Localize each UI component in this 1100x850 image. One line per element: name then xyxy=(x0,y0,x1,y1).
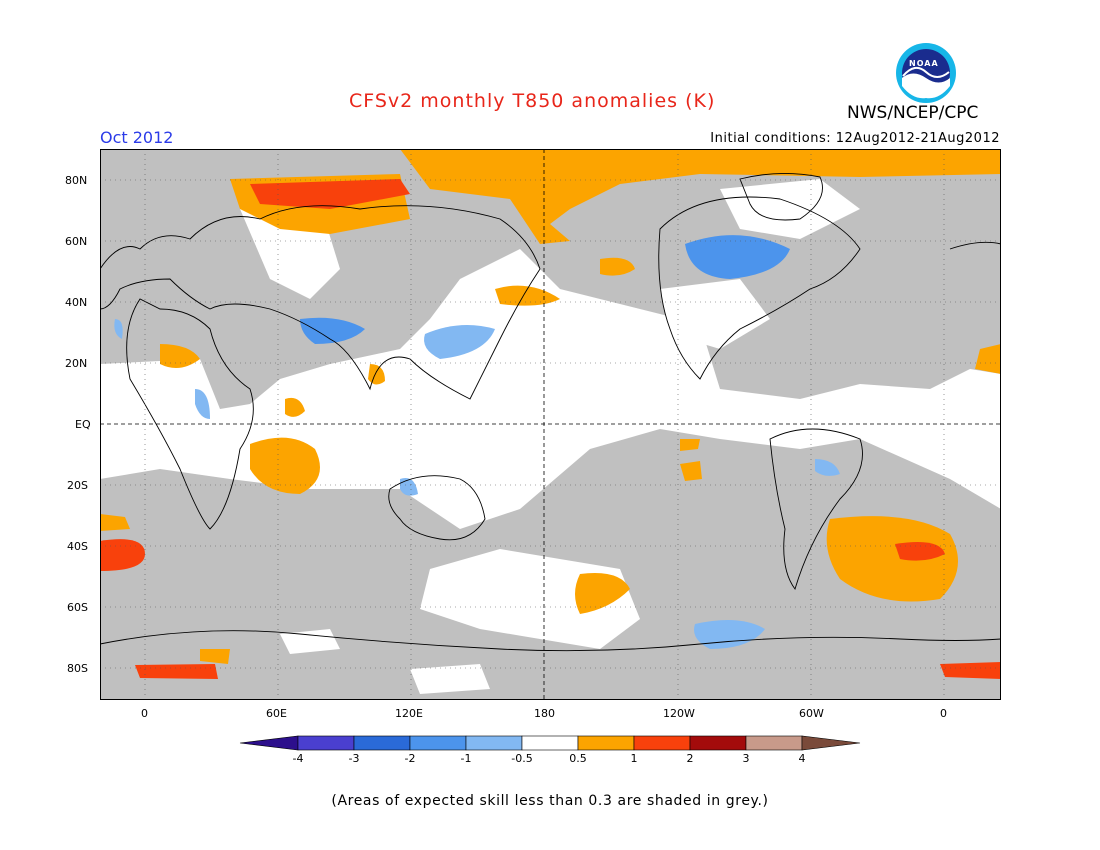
colorbar-segment xyxy=(633,735,691,751)
lon-label: 0 xyxy=(940,707,947,720)
colorbar-tick-label: -3 xyxy=(348,752,360,765)
forecast-month: Oct 2012 xyxy=(100,128,174,147)
anomaly-map xyxy=(100,149,1001,700)
lat-label: 40S xyxy=(67,540,88,553)
chart-title: CFSv2 monthly T850 anomalies (K) xyxy=(349,90,716,112)
weak-cool-anomaly xyxy=(114,319,840,649)
noaa-logo-icon xyxy=(896,43,956,103)
lon-label: 180 xyxy=(534,707,555,720)
lat-label: 40N xyxy=(65,296,88,309)
colorbar-tick-label: 1 xyxy=(630,752,638,765)
colorbar-tick-label: 2 xyxy=(686,752,694,765)
lat-label: 60S xyxy=(67,601,88,614)
colorbar-tick-label: -2 xyxy=(404,752,416,765)
lat-label: EQ xyxy=(75,418,91,431)
initial-conditions: Initial conditions: 12Aug2012-21Aug2012 xyxy=(710,131,1000,146)
colorbar-segment xyxy=(353,735,411,751)
colorbar-extend-low xyxy=(239,735,299,751)
colorbar-segment xyxy=(297,735,355,751)
colorbar-segment xyxy=(409,735,467,751)
lon-label: 120W xyxy=(663,707,695,720)
colorbar-tick-label: -4 xyxy=(292,752,304,765)
colorbar-tick-label: -1 xyxy=(460,752,472,765)
lon-label: 60W xyxy=(799,707,824,720)
lon-label: 120E xyxy=(395,707,423,720)
cool-anomaly xyxy=(300,235,790,344)
logo-text: NOAA xyxy=(909,59,939,68)
colorbar-tick-label: 4 xyxy=(798,752,806,765)
lat-label: 20N xyxy=(65,357,88,370)
lat-label: 60N xyxy=(65,235,88,248)
lon-label: 0 xyxy=(141,707,148,720)
colorbar xyxy=(239,735,861,751)
lon-label: 60E xyxy=(266,707,287,720)
graticule xyxy=(100,149,1001,700)
colorbar-segment xyxy=(465,735,523,751)
colorbar-tick-label: 3 xyxy=(742,752,750,765)
footer-note: (Areas of expected skill less than 0.3 a… xyxy=(331,793,769,809)
colorbar-segment xyxy=(745,735,803,751)
colorbar-tick-label: 0.5 xyxy=(569,752,587,765)
colorbar-segment xyxy=(577,735,635,751)
colorbar-extend-high xyxy=(801,735,861,751)
agency-label: NWS/NCEP/CPC xyxy=(847,103,979,123)
colorbar-tick-label: -0.5 xyxy=(511,752,533,765)
colorbar-segment xyxy=(521,735,579,751)
lat-label: 20S xyxy=(67,479,88,492)
lat-label: 80S xyxy=(67,662,88,675)
colorbar-segment xyxy=(689,735,747,751)
equator-dateline xyxy=(100,149,1001,700)
coastlines xyxy=(100,173,1001,652)
lat-label: 80N xyxy=(65,174,88,187)
near-normal-regions xyxy=(100,179,1001,694)
